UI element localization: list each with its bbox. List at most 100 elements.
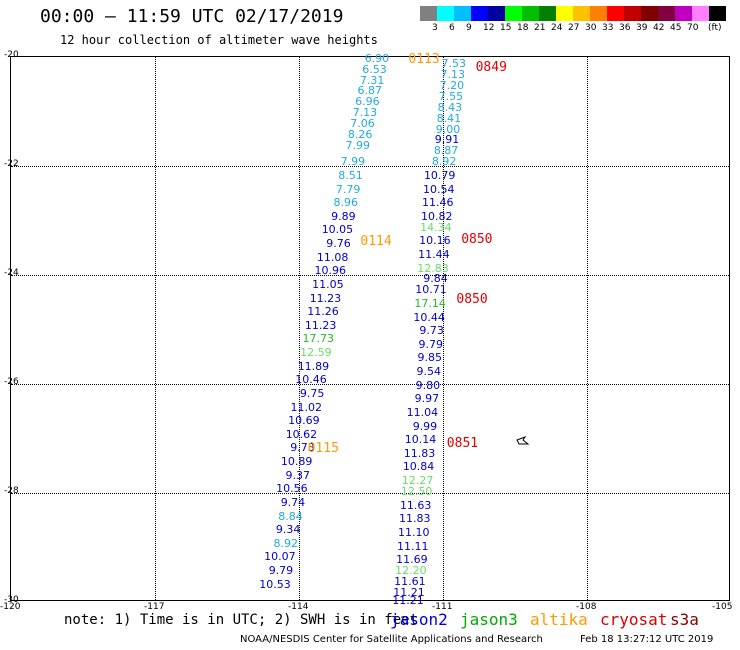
- wave-height-west-track: 9.34: [275, 523, 301, 537]
- colorbar-swatch: [573, 6, 590, 21]
- colorbar-swatch: [709, 6, 726, 21]
- colorbar-swatch: [522, 6, 539, 21]
- map-subtitle: 12 hour collection of altimeter wave hei…: [60, 33, 378, 47]
- wave-height-east-track: 9.79: [418, 337, 443, 351]
- colorbar-swatch: [488, 6, 505, 21]
- wave-height-west-track: 10.56: [276, 482, 308, 496]
- wave-height-west-track: 6.53: [362, 62, 387, 76]
- wave-height-west-track: 10.62: [285, 427, 318, 441]
- wave-height-west-track: 9.76: [326, 237, 351, 251]
- latitude-gridline: [11, 275, 729, 276]
- wave-height-east-track: 10.79: [423, 168, 456, 182]
- pass-time-label: 0113: [408, 51, 440, 67]
- wave-height-west-track: 10.05: [321, 223, 354, 237]
- colorbar-label: 33: [602, 23, 614, 33]
- wave-height-west-track: 6.87: [357, 84, 383, 98]
- colorbar-swatch: [675, 6, 692, 21]
- wave-height-east-track: 8.43: [437, 100, 463, 114]
- satellite-legend-s3a: s3a: [670, 610, 699, 629]
- wave-height-east-track: 10.44: [413, 310, 445, 324]
- colorbar-label: 36: [619, 23, 631, 33]
- wave-height-east-track: 12.20: [395, 564, 427, 578]
- colorbar-swatch: [590, 6, 607, 21]
- wave-height-east-track: 9.85: [417, 351, 443, 365]
- latitude-label: -30: [4, 595, 19, 605]
- wave-height-east-track: 11.21: [392, 594, 424, 607]
- wave-height-east-track: 10.54: [422, 182, 455, 196]
- longitude-label: -114: [288, 602, 309, 612]
- wave-height-east-track: 12.27: [401, 474, 434, 488]
- pass-time-label: 0115: [307, 441, 339, 457]
- wave-height-west-track: 9.37: [285, 468, 311, 482]
- wave-height-east-track: 8.41: [436, 111, 462, 125]
- wave-height-east-track: 11.83: [398, 512, 431, 526]
- wave-height-west-track: 9.75: [299, 386, 325, 400]
- colorbar-label: 24: [551, 23, 563, 33]
- longitude-gridline: [443, 57, 444, 600]
- latitude-gridline: [11, 384, 729, 385]
- colorbar-label: 42: [653, 23, 665, 33]
- wave-height-west-track: 11.08: [316, 250, 349, 264]
- wave-height-east-track: 7.13: [440, 68, 466, 82]
- wave-height-west-track: 11.02: [290, 400, 323, 414]
- wave-height-west-track: 7.13: [352, 106, 378, 120]
- longitude-label: -108: [576, 602, 597, 612]
- latitude-label: -26: [4, 377, 19, 387]
- colorbar-label: 6: [449, 23, 455, 33]
- wave-height-east-track: 9.84: [423, 272, 448, 286]
- colorbar-swatch: [556, 6, 573, 21]
- colorbar-label: 18: [517, 23, 529, 33]
- pass-time-label: 0851: [446, 435, 479, 451]
- longitude-gridline: [299, 57, 300, 600]
- credit-text: NOAA/NESDIS Center for Satellite Applica…: [240, 634, 543, 645]
- wave-height-west-track: 11.23: [304, 318, 337, 332]
- longitude-label: -120: [0, 602, 21, 612]
- wave-height-east-track: 10.14: [404, 433, 437, 447]
- wave-height-west-track: 10.07: [264, 550, 296, 564]
- wave-height-west-track: 9.74: [280, 495, 306, 509]
- wave-height-west-track: 11.26: [307, 305, 339, 319]
- wave-height-east-track: 7.53: [441, 57, 467, 71]
- satellite-legend-jason3: jason3: [460, 610, 518, 629]
- map-plot-area: [10, 56, 730, 601]
- colorbar-swatch: [471, 6, 488, 21]
- latitude-label: -24: [4, 268, 19, 278]
- latitude-label: -20: [4, 50, 19, 60]
- colorbar-swatch: [454, 6, 471, 21]
- wave-height-west-track: 10.89: [280, 455, 313, 469]
- wave-height-east-track: 12.83: [417, 261, 449, 275]
- wave-height-east-track: 11.46: [422, 196, 454, 210]
- wave-height-east-track: 9.73: [419, 324, 444, 338]
- wave-height-west-track: 10.69: [288, 414, 320, 428]
- wave-height-west-track: 9.89: [331, 209, 356, 223]
- colorbar-label: 45: [670, 23, 682, 33]
- wave-height-west-track: 10.96: [314, 264, 347, 278]
- wave-height-east-track: 11.44: [418, 247, 450, 261]
- latitude-gridline: [11, 493, 729, 494]
- wave-height-east-track: 10.84: [402, 460, 435, 474]
- wave-height-east-track: 9.97: [414, 392, 440, 406]
- colorbar-label: 27: [568, 23, 580, 33]
- colorbar-swatch: [505, 6, 522, 21]
- wave-height-east-track: 9.91: [434, 133, 460, 147]
- colorbar-label: 70: [687, 23, 699, 33]
- latitude-label: -28: [4, 486, 19, 496]
- wave-height-east-track: 11.10: [398, 525, 430, 539]
- wave-height-west-track: 12.59: [300, 346, 332, 360]
- wave-height-east-track: 10.71: [415, 283, 447, 297]
- wave-height-west-track: 8.26: [347, 128, 373, 142]
- pass-time-label: 0114: [360, 234, 392, 250]
- longitude-label: -111: [432, 602, 453, 612]
- colorbar-label: 9: [466, 23, 472, 33]
- wave-height-east-track: 9.80: [415, 378, 441, 392]
- wave-height-east-track: 7.55: [438, 89, 464, 103]
- generated-timestamp: Feb 18 13:27:12 UTC 2019: [580, 634, 714, 645]
- map-title: 00:00 – 11:59 UTC 02/17/2019: [40, 6, 344, 27]
- wave-height-east-track: 17.14: [414, 296, 446, 310]
- colorbar-swatch: [658, 6, 675, 21]
- colorbar-swatch: [437, 6, 454, 21]
- wave-height-west-track: 10.46: [295, 373, 327, 387]
- wave-height-east-track: 11.61: [394, 574, 426, 588]
- pass-time-label: 0850: [461, 231, 493, 247]
- wave-height-west-track: 8.51: [338, 168, 363, 182]
